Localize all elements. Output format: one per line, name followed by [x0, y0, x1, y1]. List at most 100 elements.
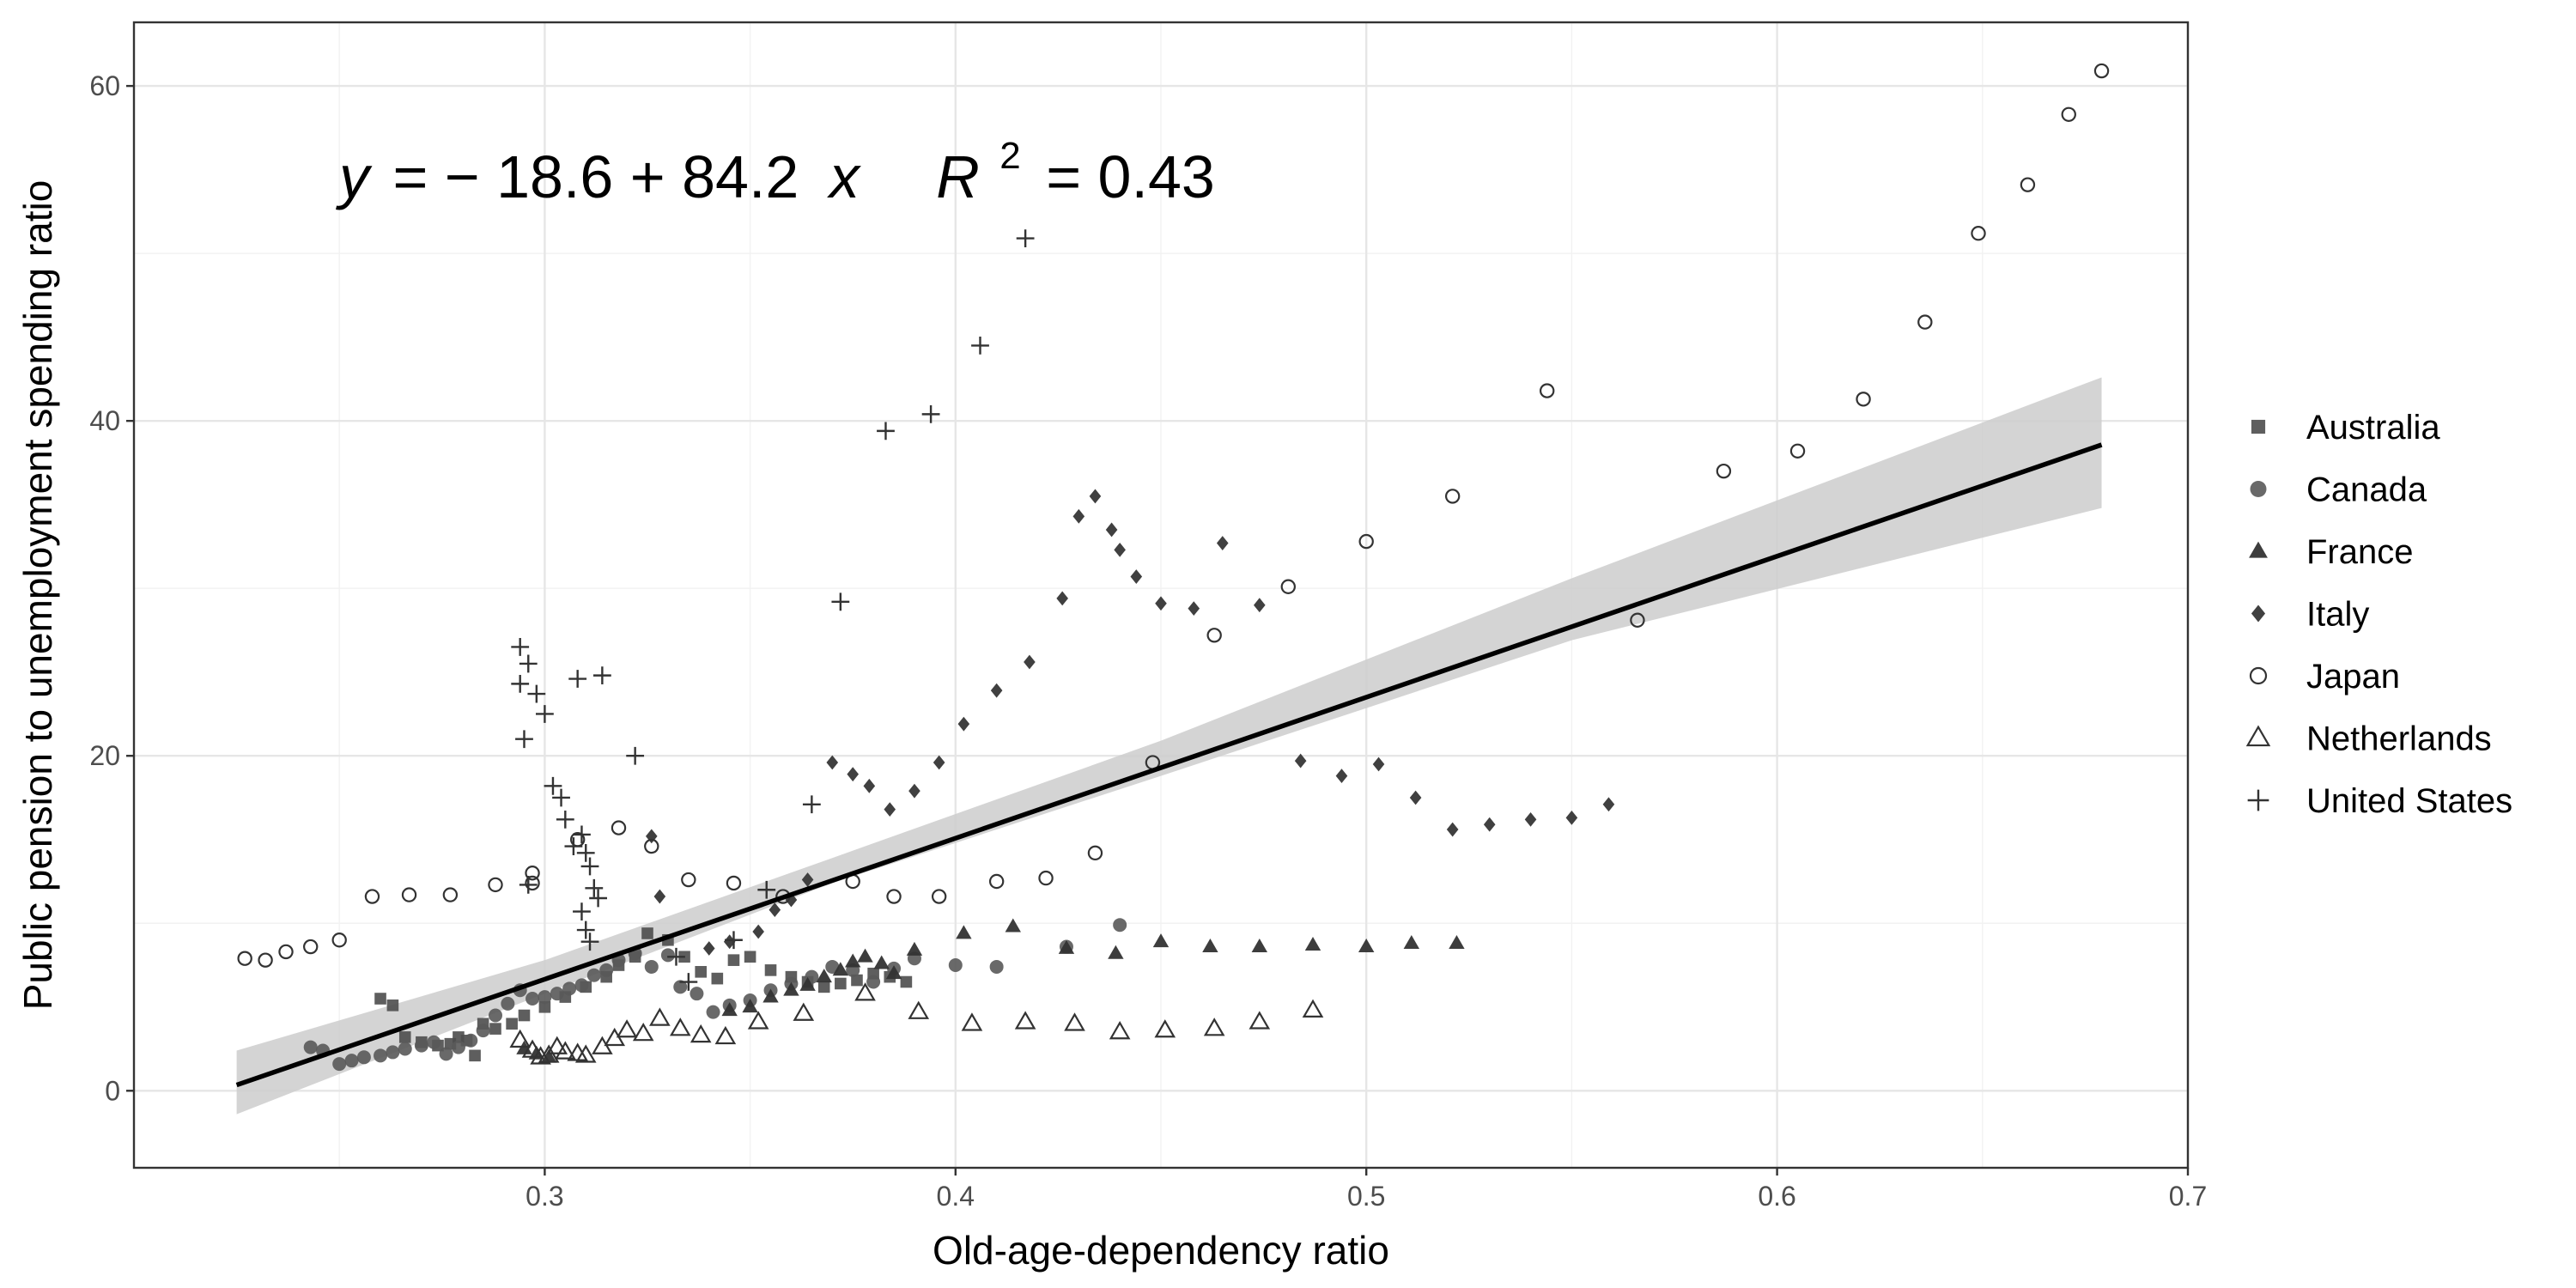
point-france: [540, 1048, 557, 1063]
point-canada: [386, 1045, 400, 1060]
point-netherlands: [1064, 1012, 1085, 1031]
x-tick-label: 0.6: [1758, 1181, 1795, 1212]
point-italy: [702, 941, 715, 956]
point-canada: [427, 1035, 441, 1049]
point-italy: [1114, 542, 1126, 557]
point-canada: [464, 1033, 478, 1048]
point-italy: [1089, 489, 1102, 504]
point-france: [762, 988, 779, 1003]
point-japan: [442, 887, 459, 902]
point-canada: [374, 1048, 388, 1063]
point-canada: [538, 990, 552, 1005]
point-italy: [863, 778, 876, 793]
point-united-states: [544, 776, 562, 795]
point-australia: [398, 1031, 411, 1043]
point-canada: [866, 975, 881, 989]
legend-key-australia: [2251, 419, 2266, 434]
legend-item-france: France: [2249, 533, 2414, 571]
point-italy: [1024, 654, 1036, 670]
point-japan: [726, 875, 742, 891]
point-japan: [1358, 533, 1374, 550]
regression-line: [235, 442, 2103, 1088]
x-tick-label: 0.4: [937, 1181, 975, 1212]
point-france: [1152, 933, 1170, 948]
legend-item-netherlands: Netherlands: [2245, 720, 2492, 758]
point-united-states: [667, 947, 685, 966]
point-canada: [476, 1024, 490, 1038]
point-japan: [2061, 106, 2076, 122]
point-united-states: [921, 404, 940, 423]
point-netherlands: [690, 1024, 712, 1043]
legend-key-netherlands: [2245, 725, 2271, 747]
point-italy: [653, 889, 666, 904]
point-italy: [990, 683, 1003, 698]
point-france: [906, 941, 923, 956]
point-netherlands: [908, 1000, 930, 1019]
legend-key-canada: [2250, 481, 2267, 497]
point-italy: [1602, 797, 1615, 812]
point-italy: [1483, 817, 1496, 832]
point-japan: [2093, 63, 2110, 79]
regression-line-layer: [235, 442, 2103, 1088]
point-italy: [1335, 769, 1348, 784]
point-australia: [744, 951, 756, 963]
point-united-states: [580, 857, 599, 876]
y-axis-title: Public pension to unemployment spending …: [15, 180, 60, 1011]
legend-label-united-states: United States: [2306, 782, 2512, 820]
point-france: [832, 962, 849, 976]
legend-key-italy: [2251, 605, 2266, 623]
point-japan: [1630, 612, 1645, 628]
point-france: [1449, 935, 1465, 950]
point-japan: [1716, 463, 1732, 479]
point-italy: [1056, 591, 1068, 606]
point-canada: [356, 1050, 371, 1065]
point-netherlands: [546, 1036, 568, 1054]
point-australia: [835, 977, 847, 990]
point-canada: [989, 959, 1004, 974]
point-australia: [386, 999, 399, 1012]
point-italy: [908, 783, 920, 799]
point-united-states: [585, 878, 604, 897]
point-netherlands: [509, 1029, 532, 1048]
x-tick-label: 0.3: [526, 1181, 563, 1212]
point-united-states: [511, 674, 530, 693]
x-axis-title: Old-age-dependency ratio: [933, 1228, 1389, 1273]
point-france: [885, 965, 902, 980]
point-netherlands: [714, 1025, 737, 1045]
point-canada: [586, 968, 601, 982]
point-japan: [1971, 226, 1986, 241]
point-united-states: [527, 684, 546, 703]
point-france: [845, 953, 861, 968]
point-france: [857, 948, 873, 963]
point-canada: [451, 1040, 465, 1054]
point-australia: [764, 964, 777, 976]
regression-equation: y = − 18.6 + 84.2 x R 2 = 0.43: [336, 114, 1215, 210]
point-italy: [1254, 598, 1266, 613]
y-tick-label: 20: [89, 740, 120, 771]
legend-item-canada: Canada: [2250, 471, 2427, 509]
legend-key-japan: [2249, 666, 2268, 685]
point-japan: [237, 951, 252, 966]
legend-key-united-states: [2247, 789, 2269, 811]
point-united-states: [592, 666, 611, 685]
point-united-states: [725, 931, 743, 950]
point-netherlands: [747, 1011, 769, 1030]
point-italy: [847, 767, 859, 782]
point-japan: [278, 944, 294, 960]
point-australia: [469, 1049, 481, 1062]
legend-item-japan: Japan: [2249, 658, 2400, 696]
point-france: [1304, 937, 1321, 951]
equation-r-symbol: R: [936, 143, 980, 210]
confidence-band-layer: [236, 377, 2102, 1115]
y-tick-label: 60: [89, 70, 120, 101]
point-united-states: [831, 592, 850, 611]
point-italy: [1372, 756, 1385, 772]
point-france: [1403, 935, 1420, 950]
point-japan: [1539, 383, 1555, 398]
legend: Australia Canada France Italy Japan Netherlan…: [2245, 409, 2512, 820]
equation-x-symbol: x: [827, 143, 862, 210]
point-united-states: [679, 973, 698, 991]
point-italy: [884, 802, 896, 817]
point-italy: [1188, 601, 1200, 617]
point-canada: [644, 959, 659, 974]
